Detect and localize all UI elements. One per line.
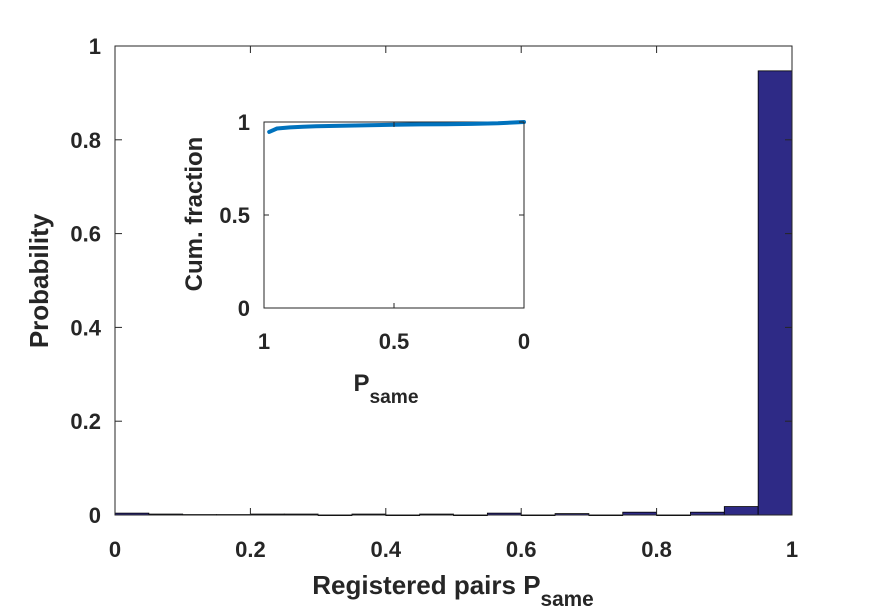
inset-x-tick-label-0: 1	[258, 329, 270, 354]
y-tick-label-0: 0	[89, 503, 101, 528]
y-tick-label-3: 0.6	[70, 222, 101, 247]
inset-plot-frame	[263, 121, 525, 309]
x-tick-label-3: 0.6	[506, 537, 537, 562]
x-axis-label-subscript: same	[541, 588, 594, 611]
x-tick-label-5: 1	[786, 537, 798, 562]
inset-y-tick-label-1: 0.5	[219, 203, 250, 228]
inset-x-axis-label-main: P	[353, 370, 369, 397]
x-tick-label-0: 0	[109, 537, 121, 562]
x-tick-label-4: 0.8	[641, 537, 672, 562]
inset-y-tick-label-0: 0	[238, 296, 250, 321]
inset-x-tick-label-2: 0	[518, 329, 530, 354]
inset-x-axis-label: Psame	[353, 370, 418, 408]
y-tick-label-5: 1	[89, 34, 101, 59]
x-axis-label: Registered pairs Psame	[312, 570, 594, 611]
y-axis-label: Probability	[24, 213, 54, 348]
histogram-bar-19	[757, 70, 793, 516]
inset-plot: 1 0.5 0 0 0.5 1 Psame Cum. fraction	[181, 110, 530, 408]
inset-y-tick-label-2: 1	[238, 110, 250, 135]
y-tick-label-4: 0.8	[70, 128, 101, 153]
y-axis-label-main: Probability	[24, 213, 54, 348]
y-tick-label-2: 0.4	[70, 315, 101, 340]
inset-y-axis-label-main: Cum. fraction	[181, 137, 208, 292]
inset-cumulative-line	[267, 120, 526, 134]
inset-x-tick-label-1: 0.5	[379, 329, 410, 354]
histogram-bar-18	[723, 506, 759, 516]
inset-x-axis-label-subscript: same	[369, 387, 418, 408]
x-axis-label-main: Registered pairs P	[312, 570, 540, 600]
main-plot-frame	[114, 45, 793, 516]
x-tick-label-2: 0.4	[371, 537, 402, 562]
y-tick-label-1: 0.2	[70, 409, 101, 434]
inset-y-axis-label: Cum. fraction	[181, 137, 208, 292]
x-tick-label-1: 0.2	[235, 537, 266, 562]
